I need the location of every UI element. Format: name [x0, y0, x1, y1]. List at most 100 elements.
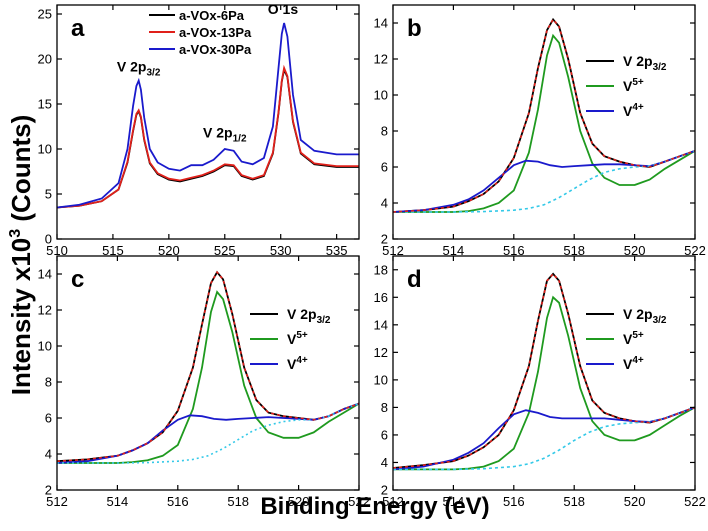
x-tick-label-d: 522 [684, 494, 706, 509]
x-tick-label-a: 535 [326, 243, 348, 258]
series-line-a-1 [57, 64, 359, 209]
y-tick-label-d: 18 [374, 262, 388, 277]
legend-text: V 2p [623, 306, 653, 322]
legend-text: V 2p [623, 53, 653, 69]
legend-sub: 3/2 [653, 62, 667, 73]
plot-frame-d [392, 255, 696, 491]
series-line-b-3 [393, 150, 695, 213]
y-tick-label-a: 15 [38, 97, 52, 112]
x-tick-label-a: 525 [214, 243, 236, 258]
y-axis-label: Intensity x103 (Counts) [6, 115, 36, 396]
legend-text: V 2p [287, 306, 317, 322]
series-line-d-0 [393, 272, 695, 469]
legend-text: V [623, 78, 633, 94]
legend-sub: 3/2 [653, 315, 667, 326]
legend-sub: 3/2 [317, 315, 331, 326]
x-tick-label-a: 530 [270, 243, 292, 258]
y-tick-label-d: 6 [381, 427, 388, 442]
legend-text: V [623, 356, 633, 372]
x-tick-label-b: 522 [684, 243, 706, 258]
series-line-b-4 [393, 17, 695, 213]
x-axis-label: Binding Energy (eV) [260, 493, 489, 520]
y-tick-label-d: 4 [381, 455, 388, 470]
x-tick-label-d: 512 [382, 494, 404, 509]
x-tick-label-a: 510 [46, 243, 68, 258]
legend-text: V [287, 331, 297, 347]
series-line-d-1 [393, 295, 695, 471]
legend-label-a-2: a-VOx-30Pa [179, 42, 252, 57]
y-tick-label-a: 0 [45, 232, 52, 247]
y-tick-label-b: 4 [381, 196, 388, 211]
x-tick-label-c: 514 [107, 494, 129, 509]
y-tick-label-d: 12 [374, 345, 388, 360]
x-tick-label-a: 520 [158, 243, 180, 258]
plot-frame-b [392, 4, 696, 240]
y-tick-label-c: 4 [45, 447, 52, 462]
x-tick-label-b: 512 [382, 243, 404, 258]
y-tick-label-c: 2 [45, 483, 52, 498]
annotation-sub: 1/2 [233, 133, 247, 144]
y-tick-label-c: 6 [45, 411, 52, 426]
legend-text: V [623, 103, 633, 119]
y-tick-label-c: 8 [45, 375, 52, 390]
legend-sup: 4+ [632, 102, 644, 113]
annotation-text: V 2p [203, 124, 233, 140]
y-tick-label-a: 5 [45, 187, 52, 202]
x-tick-label-c: 512 [46, 494, 68, 509]
panel-letter-b: b [407, 15, 422, 42]
plot-frame-c [56, 255, 360, 491]
y-tick-label-a: 20 [38, 52, 52, 67]
series-line-a-2 [57, 22, 359, 209]
legend-sup: 4+ [632, 355, 644, 366]
plot-frame-a [56, 4, 360, 240]
y-tick-label-d: 14 [374, 317, 388, 332]
y-tick-label-d: 10 [374, 372, 388, 387]
legend-label-a-0: a-VOx-6Pa [179, 8, 245, 23]
legend-label-c-2: V4+ [287, 355, 308, 372]
annotation-text: O 1s [268, 1, 299, 17]
x-tick-label-b: 514 [443, 243, 465, 258]
annotation-sub: 3/2 [146, 68, 160, 79]
series-line-b-2 [393, 149, 695, 213]
legend-label-c-0: V 2p3/2 [287, 306, 331, 326]
annotation-text: V 2p [117, 59, 147, 75]
x-tick-label-c: 518 [227, 494, 249, 509]
x-tick-label-d: 518 [563, 494, 585, 509]
y-tick-label-d: 8 [381, 400, 388, 415]
series-line-b-0 [393, 17, 695, 213]
y-tick-label-b: 6 [381, 160, 388, 175]
x-tick-label-c: 522 [348, 494, 370, 509]
panel-d: 512 514 516 518 520 522 2 4 6 8 10 12 14 16 18 d V 2p3/2… [374, 255, 706, 509]
y-tick-label-a: 10 [38, 142, 52, 157]
y-tick-label-b: 8 [381, 124, 388, 139]
y-tick-label-a: 25 [38, 7, 52, 22]
legend-sup: 4+ [296, 355, 308, 366]
series-line-b-1 [393, 33, 695, 213]
legend-sup: 5+ [632, 77, 644, 88]
series-line-d-3 [393, 406, 695, 471]
x-tick-label-c: 520 [288, 494, 310, 509]
x-tick-label-b: 520 [624, 243, 646, 258]
panel-letter-a: a [71, 15, 85, 42]
legend-label-b-0: V 2p3/2 [623, 53, 667, 73]
x-tick-label-a: 515 [102, 243, 124, 258]
legend-label-d-2: V4+ [623, 355, 644, 372]
annotation-a-1: V 2p1/2 [203, 124, 247, 144]
y-tick-label-b: 12 [374, 52, 388, 67]
legend-label-b-1: V5+ [623, 77, 644, 94]
legend-label-b-2: V4+ [623, 102, 644, 119]
legend-sup: 5+ [296, 330, 308, 341]
legend-label-a-1: a-VOx-13Pa [179, 25, 252, 40]
legend-sup: 5+ [632, 330, 644, 341]
y-tick-label-c: 12 [38, 303, 52, 318]
panel-letter-c: c [71, 266, 84, 293]
x-tick-label-b: 518 [563, 243, 585, 258]
x-tick-label-b: 516 [503, 243, 525, 258]
series-line-d-2 [393, 406, 695, 471]
annotation-a-0: V 2p3/2 [117, 59, 161, 79]
